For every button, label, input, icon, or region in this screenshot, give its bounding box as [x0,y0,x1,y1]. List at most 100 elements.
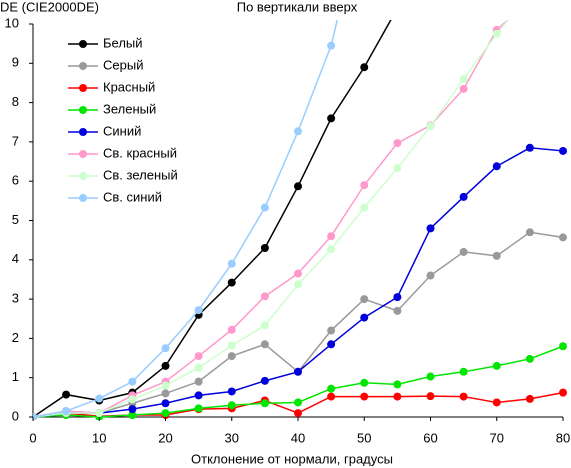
point [393,380,402,389]
point [393,139,402,148]
x-tick-label: 10 [92,430,106,445]
point [492,29,501,38]
point [294,398,302,407]
point [559,342,567,351]
x-tick-label: 60 [423,430,437,445]
x-tick-label: 40 [291,430,305,445]
x-tick-label: 70 [490,430,504,445]
point [294,367,302,376]
point [393,164,402,173]
legend-marker [79,106,87,114]
y-tick-label: 5 [12,212,19,227]
point [426,224,435,233]
point [327,340,336,349]
x-tick-label: 50 [357,430,371,445]
point [492,251,501,260]
point [194,306,203,315]
x-tick-label: 0 [29,430,36,445]
legend-marker [79,84,87,92]
y-tick-label: 9 [12,55,19,70]
point [260,203,269,212]
legend-label: Серый [103,57,143,72]
point [95,394,104,403]
point [294,127,302,136]
point [393,306,402,315]
point [459,75,468,84]
point [260,399,269,408]
point [227,387,236,396]
point [194,377,203,386]
point [559,233,567,242]
x-axis-label: Отклонение от нормали, градусы [191,451,393,466]
plot-area [33,0,567,420]
point [260,321,269,330]
series-line [33,20,509,418]
y-tick-label: 3 [12,291,19,306]
y-tick-label: 6 [12,173,19,188]
point [260,340,269,349]
point [260,244,269,253]
legend-label: Св. синий [103,189,162,204]
point [294,269,302,278]
point [525,354,534,363]
legend-marker [79,194,87,202]
point [95,409,104,418]
point [194,363,203,372]
legend-label: Красный [103,79,155,94]
point [360,63,369,72]
legend-label: Св. красный [103,145,177,160]
point [393,293,402,302]
point [492,398,501,407]
x-tick-label: 80 [556,430,570,445]
legend-marker [79,128,87,136]
y-tick-label: 2 [12,330,19,345]
legend-marker [79,62,87,70]
point [260,292,269,301]
point [525,143,534,152]
point [128,395,137,404]
point [161,409,170,418]
point [161,361,170,370]
point [194,391,203,400]
point [492,361,501,370]
legend-label: Св. зеленый [103,167,178,182]
point [492,162,501,171]
point [161,389,170,398]
series-line [33,20,392,418]
y-axis-label: DE (CIE2000DE) [0,0,99,14]
series-line [33,231,564,418]
legend-label: Белый [103,35,143,50]
x-tick-label: 30 [225,430,239,445]
point [194,404,203,413]
legend-marker [79,172,87,180]
point [294,182,302,191]
point [459,192,468,201]
point [161,344,170,353]
point [227,259,236,268]
point [327,384,336,393]
y-tick-label: 10 [5,15,19,30]
point [260,376,269,385]
point [227,401,236,410]
point [62,407,71,416]
y-tick-label: 7 [12,133,19,148]
point [161,399,170,408]
series-line [33,20,509,418]
legend-marker [79,40,87,48]
point [426,122,435,131]
point [327,114,336,123]
point [62,390,71,399]
point [559,388,567,397]
point [525,228,534,237]
chart-title: По вертикали вверх [237,0,358,14]
point [33,413,37,420]
point [360,295,369,304]
y-tick-label: 1 [12,369,19,384]
point [327,326,336,335]
x-tick-label: 20 [158,430,172,445]
point [526,0,534,4]
y-tick-label: 4 [12,251,19,266]
legend-label: Зеленый [103,101,156,116]
point [327,41,336,50]
